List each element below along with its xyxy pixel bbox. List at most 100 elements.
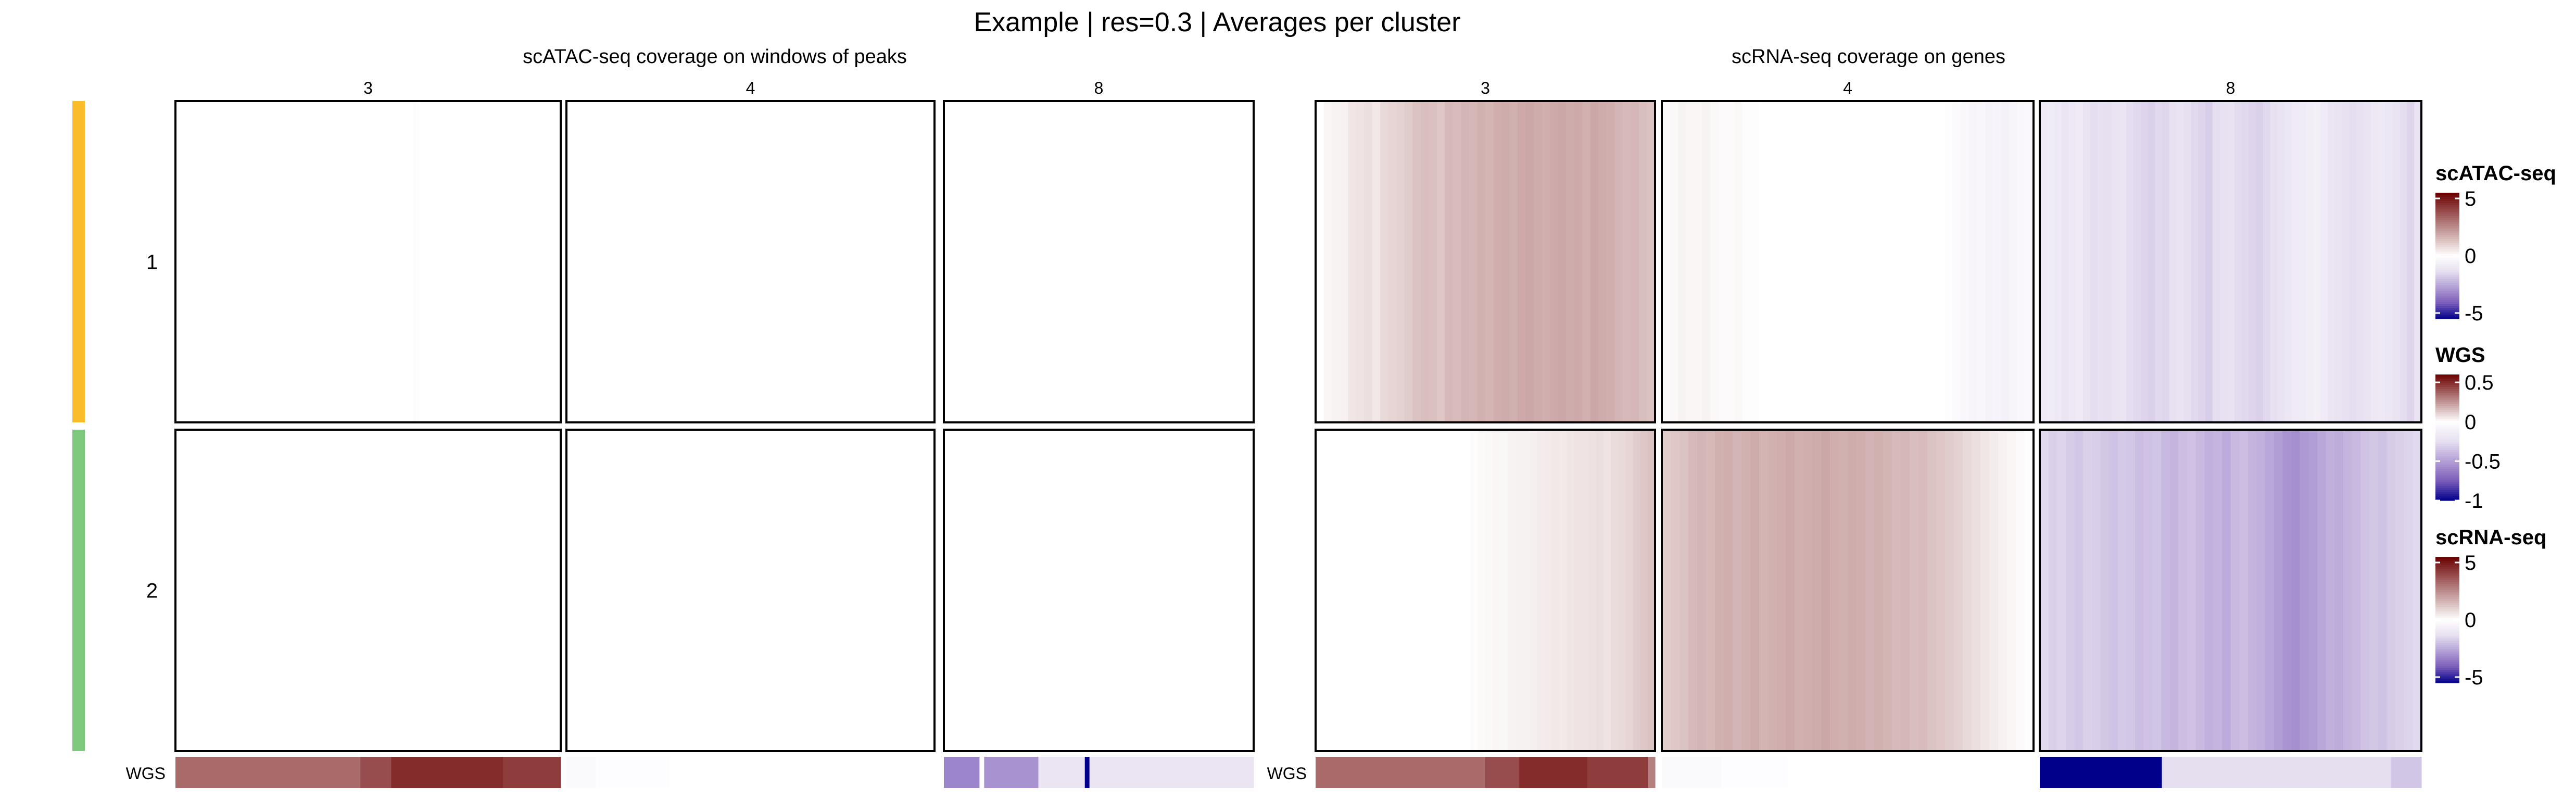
legend-gradient-step bbox=[2435, 310, 2459, 313]
heat-cell bbox=[2360, 430, 2370, 751]
heat-cell bbox=[1522, 430, 1530, 751]
heat-cell bbox=[1404, 430, 1412, 751]
heat-cell bbox=[885, 430, 892, 751]
heat-cell bbox=[591, 430, 598, 751]
heat-cell bbox=[1989, 430, 1999, 751]
heat-cell bbox=[548, 430, 555, 751]
heat-cell bbox=[2227, 101, 2235, 422]
heat-cell bbox=[1759, 101, 1767, 422]
legend-gradient-step bbox=[2435, 374, 2459, 377]
heat-cell bbox=[750, 430, 757, 751]
heat-cell bbox=[175, 430, 182, 751]
heat-cell bbox=[2369, 430, 2379, 751]
heat-cell bbox=[1037, 430, 1043, 751]
legend-gradient-step bbox=[2435, 389, 2459, 392]
heat-cell bbox=[496, 430, 503, 751]
heat-cell bbox=[646, 430, 653, 751]
heat-cell bbox=[2074, 430, 2083, 751]
heat-cell bbox=[1145, 430, 1151, 751]
heat-cell bbox=[738, 430, 745, 751]
heat-cell bbox=[2183, 101, 2192, 422]
legend-gradient-step bbox=[2435, 483, 2459, 486]
heat-cell bbox=[1202, 430, 1208, 751]
heat-cell bbox=[528, 101, 536, 422]
heat-cell bbox=[2104, 101, 2112, 422]
heat-cell bbox=[1888, 101, 1897, 422]
heat-cell bbox=[1883, 430, 1892, 751]
heat-cell bbox=[1233, 101, 1239, 422]
heat-cell bbox=[394, 101, 401, 422]
legend-gradient-step bbox=[2435, 289, 2459, 292]
heat-cell bbox=[2385, 101, 2393, 422]
legend-gradient-step bbox=[2435, 653, 2459, 656]
heat-cell bbox=[2378, 430, 2387, 751]
heat-cell bbox=[1316, 101, 1324, 422]
heat-cell bbox=[471, 101, 478, 422]
heatmap-panel-border bbox=[2039, 100, 2422, 423]
heat-cell bbox=[1098, 101, 1105, 422]
heat-cell bbox=[1588, 430, 1597, 751]
legend-gradient-step bbox=[2435, 446, 2459, 448]
heat-cell bbox=[2270, 101, 2278, 422]
heat-cell bbox=[2040, 430, 2049, 751]
heat-cell bbox=[214, 101, 221, 422]
legend-gradient-step bbox=[2435, 571, 2459, 574]
heat-cell bbox=[916, 430, 923, 751]
legend-tick-label: 5 bbox=[2465, 552, 2476, 574]
heat-cell bbox=[1718, 101, 1727, 422]
heat-cell bbox=[342, 430, 349, 751]
wgs-segment bbox=[1721, 757, 1789, 788]
legend-gradient-step bbox=[2435, 302, 2459, 305]
heat-cell bbox=[1119, 101, 1125, 422]
heat-cell bbox=[259, 430, 266, 751]
heat-cell bbox=[2119, 101, 2127, 422]
heat-cell bbox=[304, 430, 311, 751]
heat-cell bbox=[2126, 101, 2134, 422]
heat-cell bbox=[1977, 101, 1986, 422]
legend-gradient-step bbox=[2435, 481, 2459, 484]
legend-gradient-step bbox=[2435, 557, 2459, 559]
legend-gradient-step bbox=[2435, 408, 2459, 411]
legend-gradient-step bbox=[2435, 272, 2459, 275]
heat-cell bbox=[2400, 101, 2407, 422]
heat-cell bbox=[658, 101, 665, 422]
heatmap-panel-border bbox=[1315, 100, 1656, 423]
legend-gradient-step bbox=[2435, 239, 2459, 242]
heat-cell bbox=[1566, 430, 1574, 751]
legend-tick-label: -5 bbox=[2465, 302, 2483, 325]
heat-cell bbox=[910, 101, 917, 422]
heat-cell bbox=[451, 430, 459, 751]
legend-gradient-step bbox=[2435, 216, 2459, 218]
heat-cell bbox=[597, 430, 604, 751]
heat-cell bbox=[898, 430, 904, 751]
heat-cell bbox=[1072, 101, 1079, 422]
legend-gradient-step bbox=[2435, 680, 2459, 683]
heat-cell bbox=[1855, 101, 1864, 422]
heat-cell bbox=[1461, 101, 1470, 422]
heat-cell bbox=[1001, 430, 1006, 751]
heat-cell bbox=[756, 430, 763, 751]
heat-cell bbox=[1374, 430, 1383, 751]
row-label-2: 2 bbox=[146, 580, 158, 603]
heat-cell bbox=[2364, 101, 2371, 422]
heat-cell bbox=[2320, 101, 2328, 422]
heat-cell bbox=[1150, 101, 1156, 422]
heat-cell bbox=[597, 101, 604, 422]
heat-cell bbox=[374, 430, 382, 751]
heat-cell bbox=[2291, 430, 2301, 751]
heat-cell bbox=[842, 430, 849, 751]
heat-cell bbox=[2230, 430, 2240, 751]
legend-gradient-step bbox=[2435, 655, 2459, 658]
heat-cell bbox=[1207, 430, 1213, 751]
legend-gradient-step bbox=[2435, 433, 2459, 436]
heat-cell bbox=[1733, 430, 1742, 751]
heat-cell bbox=[634, 101, 640, 422]
heat-cell bbox=[1011, 101, 1017, 422]
heat-cell bbox=[1710, 101, 1719, 422]
heat-cell bbox=[1243, 101, 1249, 422]
legend-gradient-step bbox=[2435, 232, 2459, 235]
heat-cell bbox=[310, 101, 317, 422]
legend-gradient-step bbox=[2435, 611, 2459, 614]
heat-cell bbox=[1544, 430, 1552, 751]
heat-cell bbox=[1928, 101, 1937, 422]
